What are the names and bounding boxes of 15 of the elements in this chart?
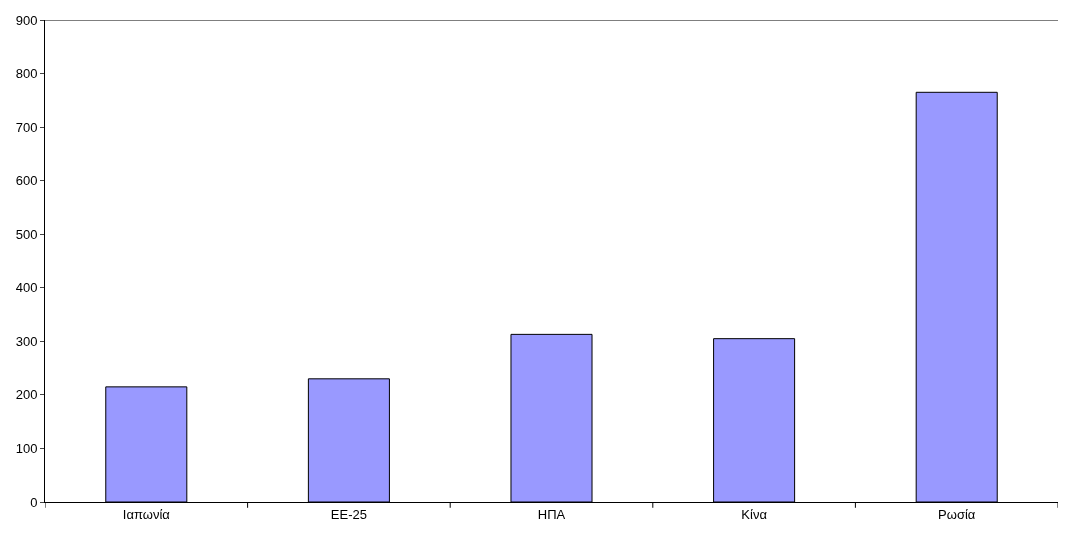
- y-tick-label: 500: [15, 226, 38, 242]
- y-tick-label: 400: [15, 280, 38, 296]
- y-tick-label: 200: [15, 387, 38, 403]
- y-tick-label: 900: [15, 12, 38, 28]
- y-tick-label: 700: [15, 119, 38, 135]
- y-tick-label: 100: [15, 440, 38, 456]
- x-tick-label: ΗΠΑ: [537, 506, 566, 522]
- x-tick-label: Ιαπωνία: [122, 506, 171, 522]
- x-tick-label: Ρωσία: [938, 506, 976, 522]
- y-tick-label: 0: [30, 494, 38, 510]
- y-tick-label: 600: [15, 173, 38, 189]
- y-tick-label: 300: [15, 333, 38, 349]
- x-tick-label: Κίνα: [741, 506, 768, 522]
- x-tick-label: ΕΕ-25: [330, 506, 367, 522]
- y-tick-label: 800: [15, 66, 38, 82]
